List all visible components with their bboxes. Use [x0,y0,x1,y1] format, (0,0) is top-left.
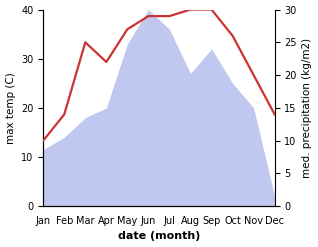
Y-axis label: med. precipitation (kg/m2): med. precipitation (kg/m2) [302,38,313,178]
X-axis label: date (month): date (month) [118,231,200,242]
Y-axis label: max temp (C): max temp (C) [5,72,16,144]
